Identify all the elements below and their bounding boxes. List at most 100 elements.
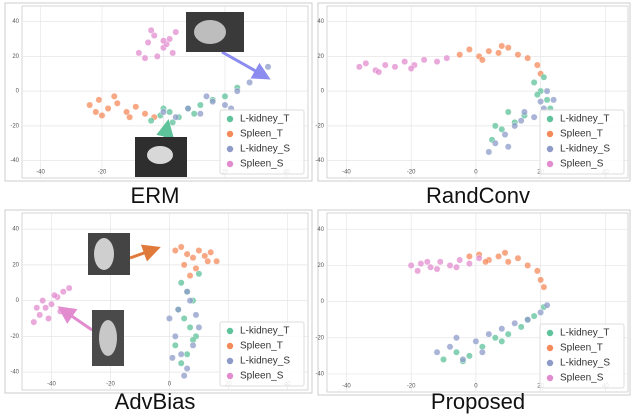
legend-marker: [226, 342, 234, 350]
y-tick-label: 0: [16, 298, 20, 304]
point: [166, 35, 174, 43]
point: [375, 68, 383, 76]
point: [132, 103, 140, 111]
point: [195, 324, 203, 331]
point: [540, 283, 548, 291]
legend-label: Spleen_S: [560, 373, 604, 384]
point: [517, 117, 525, 125]
point: [495, 252, 502, 260]
point: [524, 316, 532, 324]
point: [135, 49, 143, 57]
organ: [147, 146, 173, 164]
point: [472, 337, 480, 345]
point: [495, 49, 502, 57]
point: [51, 291, 58, 299]
point: [417, 260, 425, 268]
y-tick-label: -20: [10, 123, 19, 129]
point: [189, 341, 197, 349]
point: [86, 101, 94, 109]
point: [466, 252, 473, 260]
legend-label: L-kidney_T: [240, 114, 289, 125]
x-tick-label: -20: [106, 382, 115, 388]
y-tick-label: -20: [10, 334, 19, 340]
point: [381, 61, 389, 69]
point: [104, 105, 112, 112]
chart-title: ERM: [131, 183, 180, 208]
point: [180, 261, 188, 269]
point: [180, 315, 188, 322]
point: [177, 359, 185, 367]
point: [511, 319, 519, 327]
point: [478, 56, 486, 64]
legend-marker: [226, 327, 234, 335]
point: [533, 91, 541, 99]
point: [530, 312, 538, 320]
point: [183, 365, 191, 372]
point: [401, 58, 409, 65]
y-tick-label: 0: [321, 89, 325, 95]
point: [183, 350, 191, 358]
x-tick-label: -40: [36, 170, 45, 176]
x-tick-label: -20: [407, 384, 416, 390]
point: [456, 51, 464, 59]
charts: -40 -20 0 20 40 -40 -20 0 20 40 L-kidney_T Spleen_T…: [4, 2, 631, 414]
point: [504, 143, 512, 151]
point: [504, 108, 512, 116]
point: [504, 258, 512, 266]
chart-title: RandConv: [426, 183, 530, 208]
point: [174, 306, 182, 313]
point: [533, 61, 541, 69]
point: [485, 47, 493, 55]
point: [414, 267, 422, 275]
organ: [94, 238, 114, 270]
legend-label: L-kidney_S: [560, 358, 610, 369]
y-tick-label: 40: [12, 19, 19, 25]
legend-marker: [226, 357, 234, 365]
legend-marker: [546, 115, 554, 123]
point: [501, 131, 509, 138]
point: [189, 254, 197, 262]
point: [498, 125, 506, 133]
legend-label: L-kidney_T: [560, 328, 609, 339]
legend-label: Spleen_T: [240, 129, 283, 140]
legend-label: Spleen_S: [240, 371, 284, 382]
point: [498, 337, 506, 345]
x-tick-label: -40: [342, 384, 351, 390]
point: [485, 330, 493, 338]
point: [423, 258, 431, 266]
y-tick-label: -20: [315, 335, 324, 341]
x-tick-label: -20: [98, 170, 107, 176]
point: [171, 247, 179, 254]
x-tick-label: -40: [47, 382, 56, 388]
x-tick-label: -40: [342, 170, 351, 176]
point: [537, 98, 545, 105]
point: [233, 87, 241, 95]
panel-frame: [317, 2, 631, 182]
legend-marker: [226, 160, 234, 168]
point: [110, 92, 118, 100]
point: [524, 262, 532, 269]
point: [204, 257, 212, 265]
y-tick-label: -40: [10, 370, 19, 376]
chart-title: Proposed: [431, 389, 525, 414]
legend-label: L-kidney_S: [240, 356, 290, 367]
point: [195, 247, 203, 254]
point: [427, 263, 434, 271]
point: [113, 99, 121, 107]
point: [172, 113, 180, 121]
panel-frame: [4, 209, 313, 394]
arrow: [221, 50, 271, 80]
point: [453, 263, 460, 271]
point: [498, 42, 506, 50]
legend-marker: [226, 145, 234, 153]
y-tick-label: -40: [315, 158, 324, 164]
x-tick-label: -20: [407, 170, 416, 176]
point: [147, 117, 155, 125]
point: [391, 63, 399, 71]
organ: [99, 320, 117, 356]
point: [543, 301, 551, 309]
point: [147, 26, 155, 34]
legend-label: Spleen_S: [240, 159, 284, 170]
legend-marker: [226, 372, 234, 380]
legend-box: [219, 109, 305, 175]
